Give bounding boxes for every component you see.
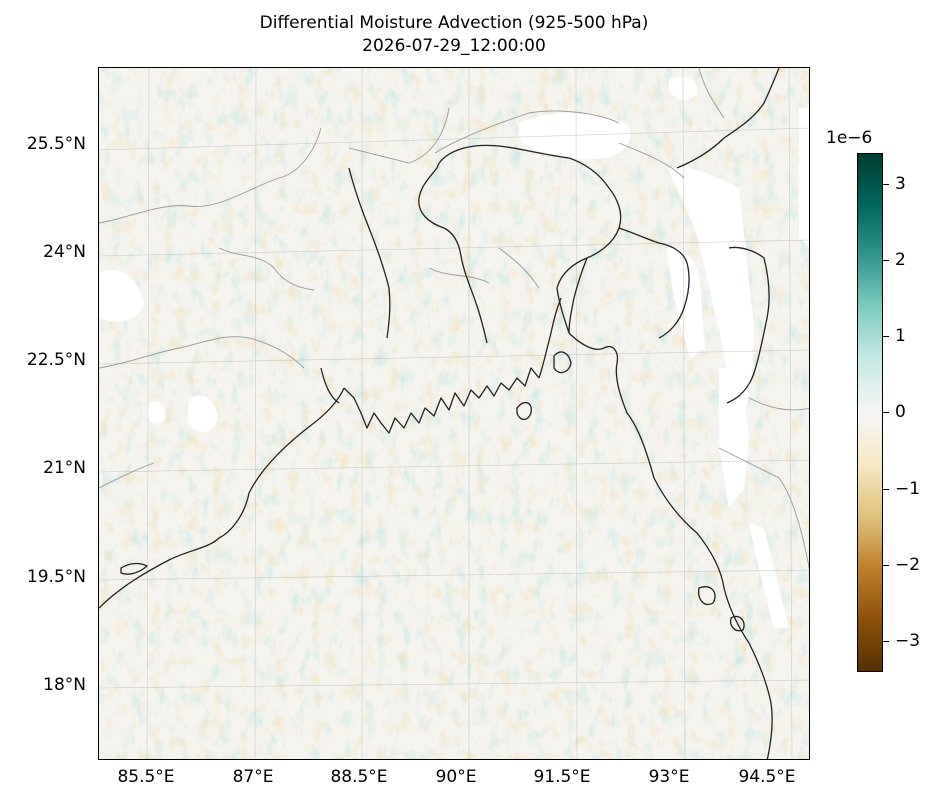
lon-label: 94.5°E (722, 767, 812, 787)
colorbar-label: −3 (895, 631, 920, 651)
lon-label: 88.5°E (314, 767, 404, 787)
lat-label: 25.5°N (27, 134, 86, 154)
map-panel (98, 67, 810, 760)
lat-label: 18°N (43, 675, 86, 695)
lon-label: 90°E (411, 767, 501, 787)
lon-label: 87°E (208, 767, 298, 787)
colorbar-tick (883, 565, 889, 566)
colorbar-tick (883, 641, 889, 642)
colorbar-label: 0 (895, 402, 906, 422)
colorbar-tick (883, 336, 889, 337)
colorbar-tick (883, 260, 889, 261)
chart-title: Differential Moisture Advection (925-500… (98, 12, 810, 34)
colorbar-label: 2 (895, 250, 906, 270)
colorbar-tick (883, 412, 889, 413)
colorbar-label: −2 (895, 555, 920, 575)
colorbar-tick (883, 489, 889, 490)
colorbar (857, 153, 883, 672)
colorbar-label: −1 (895, 479, 920, 499)
lon-label: 93°E (624, 767, 714, 787)
colorbar-exponent: 1e−6 (826, 128, 872, 148)
colorbar-tick (883, 184, 889, 185)
colorbar-label: 3 (895, 174, 906, 194)
lon-label: 91.5°E (517, 767, 607, 787)
map-canvas (99, 68, 810, 760)
colorbar-label: 1 (895, 326, 906, 346)
lat-label: 19.5°N (27, 567, 86, 587)
lat-label: 24°N (43, 242, 86, 262)
lat-label: 22.5°N (27, 350, 86, 370)
chart-subtitle: 2026-07-29_12:00:00 (98, 35, 810, 57)
lat-label: 21°N (43, 458, 86, 478)
lon-label: 85.5°E (101, 767, 191, 787)
